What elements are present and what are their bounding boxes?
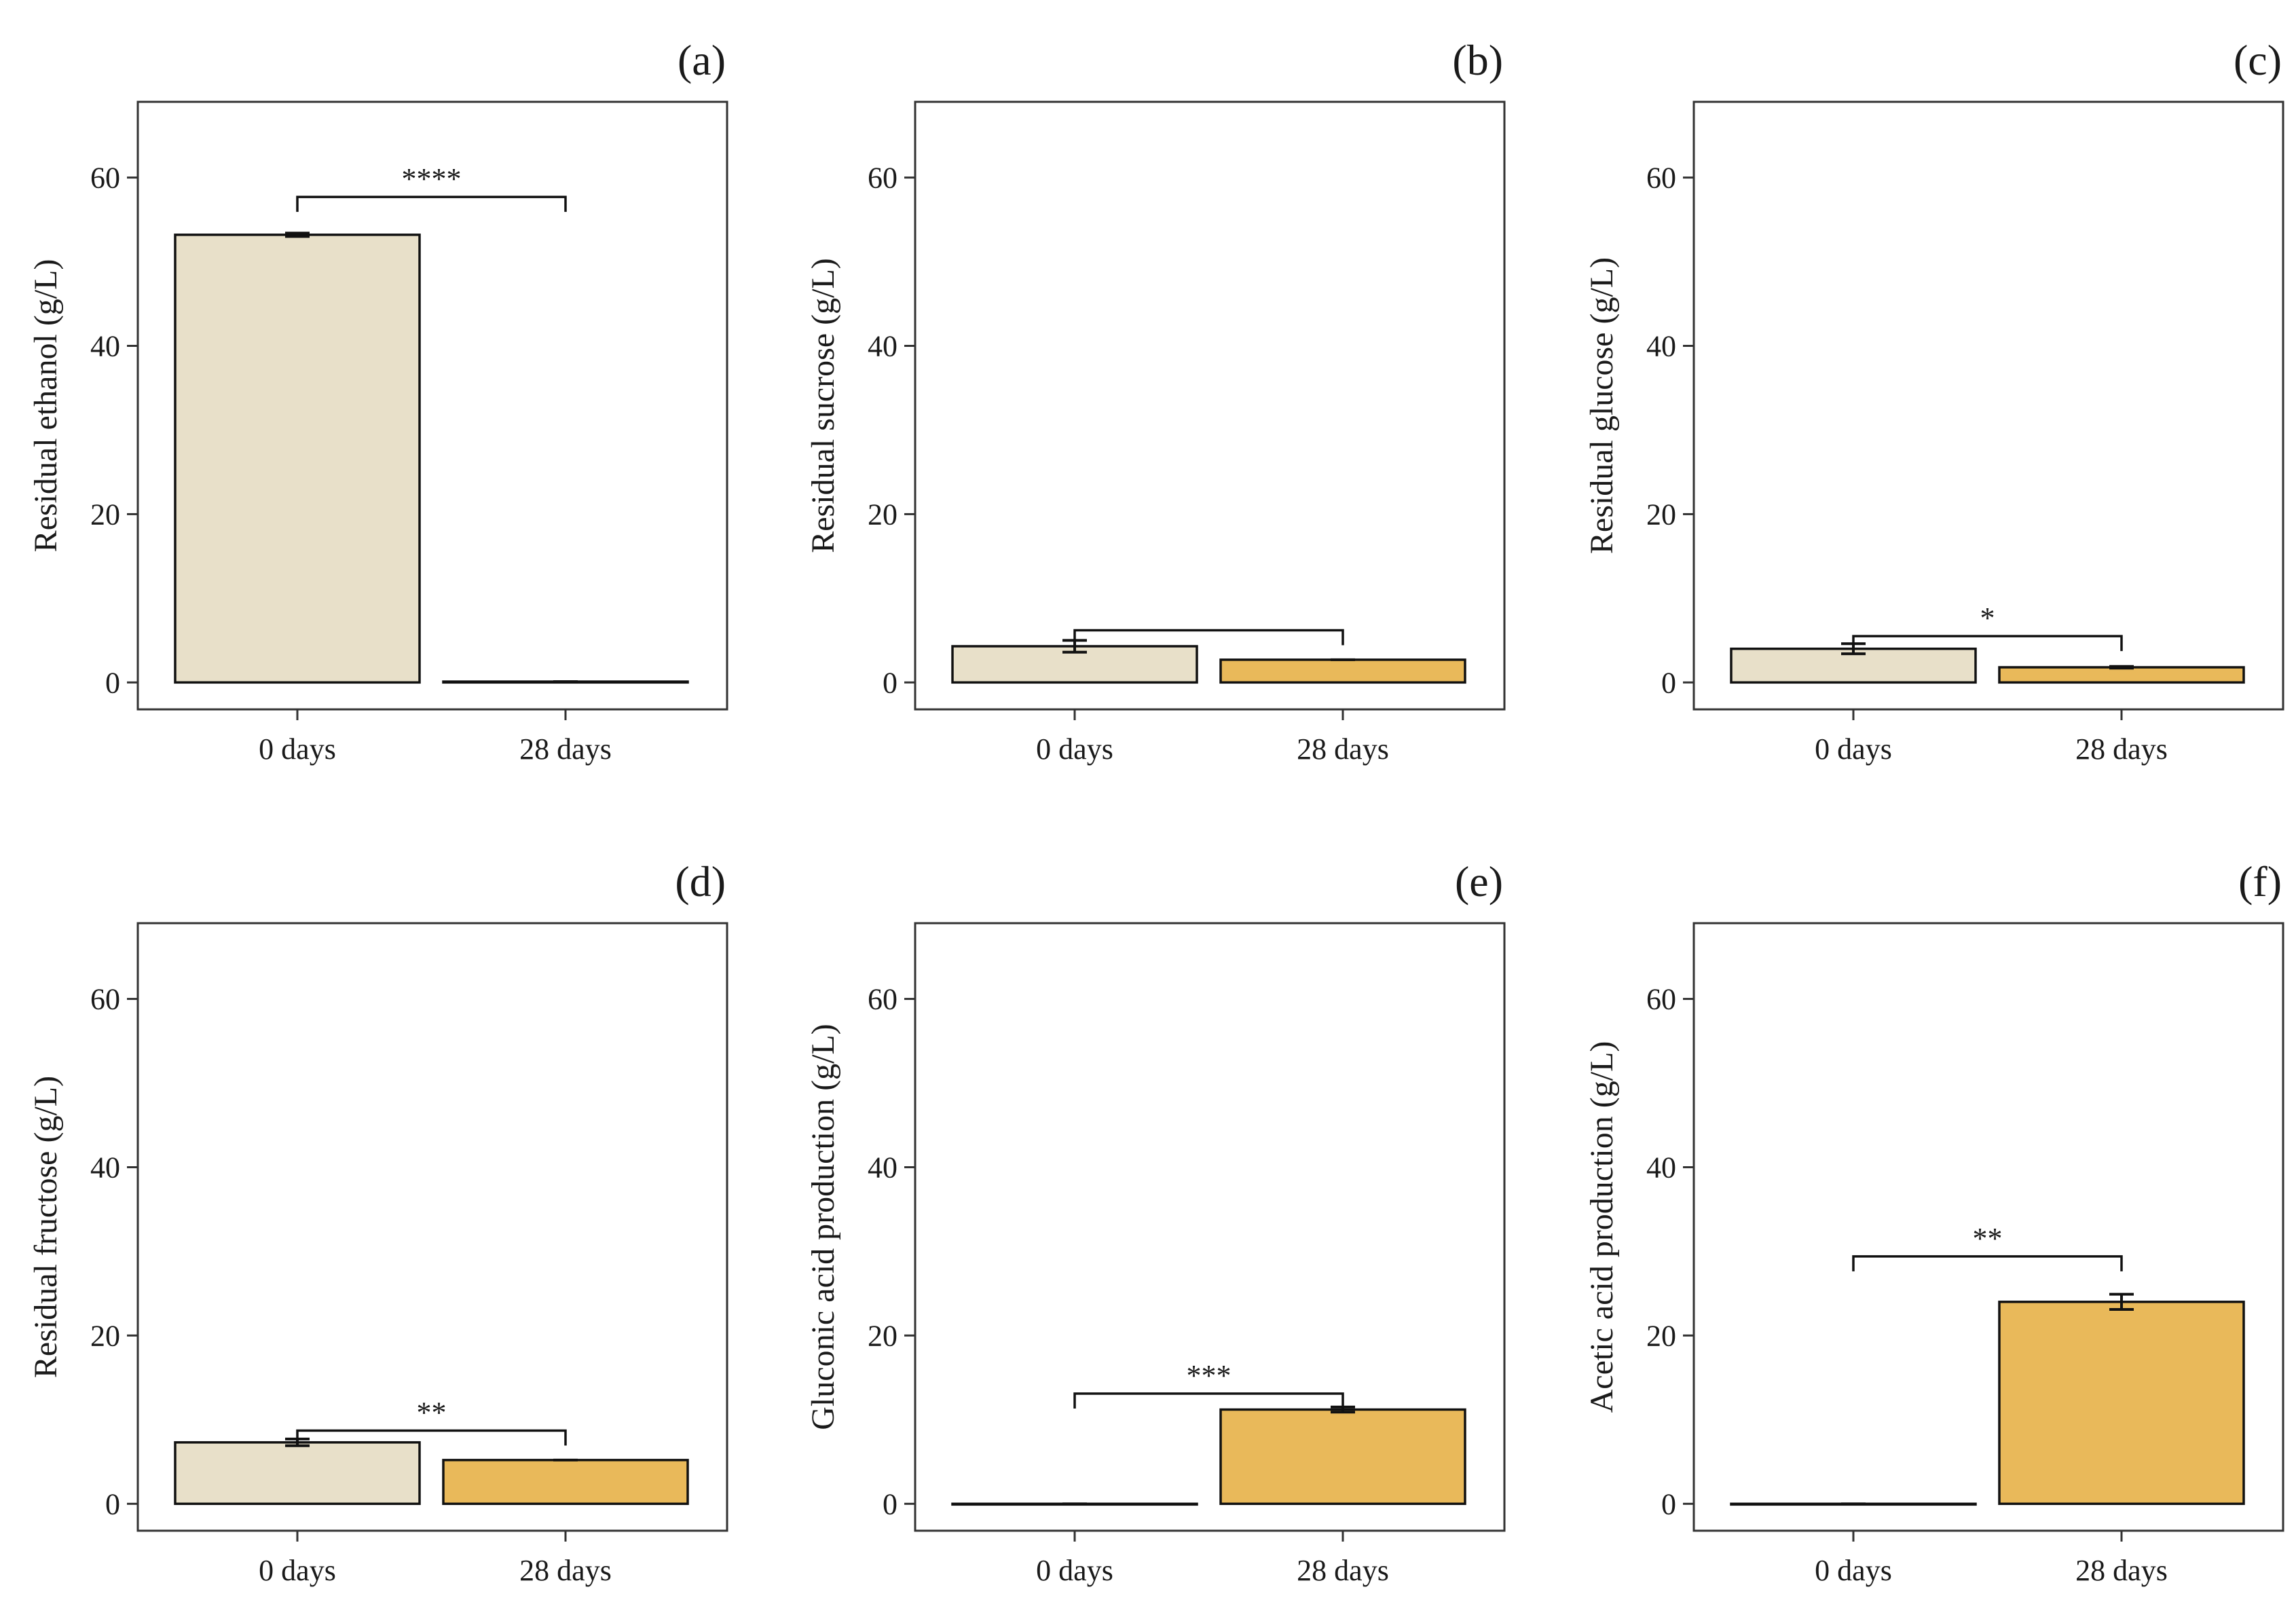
- x-tick-label: 0 days: [1815, 1554, 1892, 1587]
- y-tick-label: 60: [868, 162, 897, 195]
- panel-b: (b) 0 20 40 60 Residual sucrose (g/L) 0 days 28…: [805, 36, 1506, 766]
- y-tick-label: 0: [1661, 1487, 1676, 1521]
- y-tick-label: 60: [1646, 162, 1676, 195]
- y-tick-label: 0: [883, 1487, 897, 1521]
- y-tick-label: 0: [1661, 666, 1676, 699]
- significance-bracket: [1852, 635, 2123, 652]
- panel-label: (c): [2234, 36, 2282, 84]
- x-tick-label: 0 days: [1815, 732, 1892, 766]
- bar-28-days: [1219, 1408, 1466, 1506]
- significance-bracket: [1073, 1392, 1344, 1409]
- panel-f: (f) 0 20 40 60 Acetic acid production (g/L) 0 …: [1584, 857, 2284, 1587]
- error-bar: [285, 231, 310, 238]
- y-tick-label: 20: [868, 1319, 897, 1352]
- bar-0-days: [174, 234, 421, 684]
- y-tick-label: 60: [1646, 983, 1676, 1016]
- y-tick-label: 20: [868, 498, 897, 531]
- panel-label: (e): [1455, 857, 1503, 906]
- plot-frame: [914, 100, 1506, 711]
- significance-bracket: [296, 195, 567, 212]
- bar-28-days: [1998, 1301, 2245, 1506]
- plot-frame: [136, 100, 728, 711]
- x-tick-label: 28 days: [2075, 732, 2168, 766]
- y-tick-label: 0: [105, 666, 120, 699]
- x-tick-label: 28 days: [519, 1554, 612, 1587]
- y-tick-label: 60: [90, 162, 120, 195]
- y-tick-label: 60: [90, 983, 120, 1016]
- y-tick-label: 20: [1646, 498, 1676, 531]
- y-tick-label: 40: [868, 1151, 897, 1184]
- bar-28-days: [1219, 658, 1466, 684]
- significance-label: ****: [402, 162, 462, 195]
- x-tick-label: 0 days: [259, 732, 336, 766]
- panel-e: (e) 0 20 40 60 Gluconic acid production (g/L)…: [805, 857, 1506, 1587]
- bar-28-days: [1998, 666, 2245, 684]
- plot-frame: [914, 922, 1506, 1532]
- panel-label: (f): [2238, 857, 2282, 906]
- bar-0-days: [174, 1441, 421, 1506]
- significance-label: **: [1973, 1222, 2003, 1255]
- plot-frame: [136, 922, 728, 1532]
- panel-label: (a): [678, 36, 726, 84]
- x-tick-label: 0 days: [259, 1554, 336, 1587]
- panel-d: (d) 0 20 40 60 Residual fructose (g/L) 0 days 2…: [28, 857, 728, 1587]
- significance-label: **: [417, 1396, 447, 1429]
- plot-frame: [1692, 100, 2284, 711]
- panel-c: (c) 0 20 40 60 Residual glucose (g/L) 0 days 28…: [1584, 36, 2284, 766]
- x-tick-label: 28 days: [2075, 1554, 2168, 1587]
- plot-frame: [1692, 922, 2284, 1532]
- significance-bracket: [1852, 1255, 2123, 1271]
- y-tick-label: 0: [883, 666, 897, 699]
- significance-bracket: [1073, 629, 1344, 646]
- x-tick-label: 0 days: [1036, 1554, 1113, 1587]
- error-bar: [2109, 665, 2134, 670]
- bar-28-days: [442, 1459, 689, 1506]
- y-tick-label: 40: [1646, 329, 1676, 362]
- panel-label: (b): [1452, 36, 1503, 84]
- x-tick-label: 28 days: [1297, 1554, 1389, 1587]
- y-tick-label: 60: [868, 983, 897, 1016]
- panel-a: (a) 0 20 40 60 Residual ethanol (g/L) 0 days 28…: [28, 36, 728, 766]
- y-tick-label: 20: [90, 498, 120, 531]
- x-tick-label: 0 days: [1036, 732, 1113, 766]
- x-tick-label: 28 days: [519, 732, 612, 766]
- y-axis-title: Residual ethanol (g/L): [28, 259, 64, 553]
- significance-bracket: [296, 1429, 567, 1446]
- y-axis-title: Gluconic acid production (g/L): [805, 1024, 841, 1430]
- y-tick-label: 40: [90, 329, 120, 362]
- x-tick-label: 28 days: [1297, 732, 1389, 766]
- y-axis-title: Residual fructose (g/L): [28, 1076, 64, 1378]
- significance-label: ***: [1187, 1359, 1232, 1392]
- y-tick-label: 40: [1646, 1151, 1676, 1184]
- error-bar: [2109, 1292, 2134, 1311]
- y-axis-title: Acetic acid production (g/L): [1584, 1041, 1620, 1413]
- y-axis-title: Residual glucose (g/L): [1584, 257, 1620, 554]
- y-tick-label: 0: [105, 1487, 120, 1521]
- significance-label: *: [1980, 601, 1995, 635]
- panel-label: (d): [675, 857, 726, 906]
- y-tick-label: 20: [1646, 1319, 1676, 1352]
- y-tick-label: 40: [90, 1151, 120, 1184]
- y-tick-label: 40: [868, 329, 897, 362]
- y-axis-title: Residual sucrose (g/L): [805, 258, 841, 553]
- y-tick-label: 20: [90, 1319, 120, 1352]
